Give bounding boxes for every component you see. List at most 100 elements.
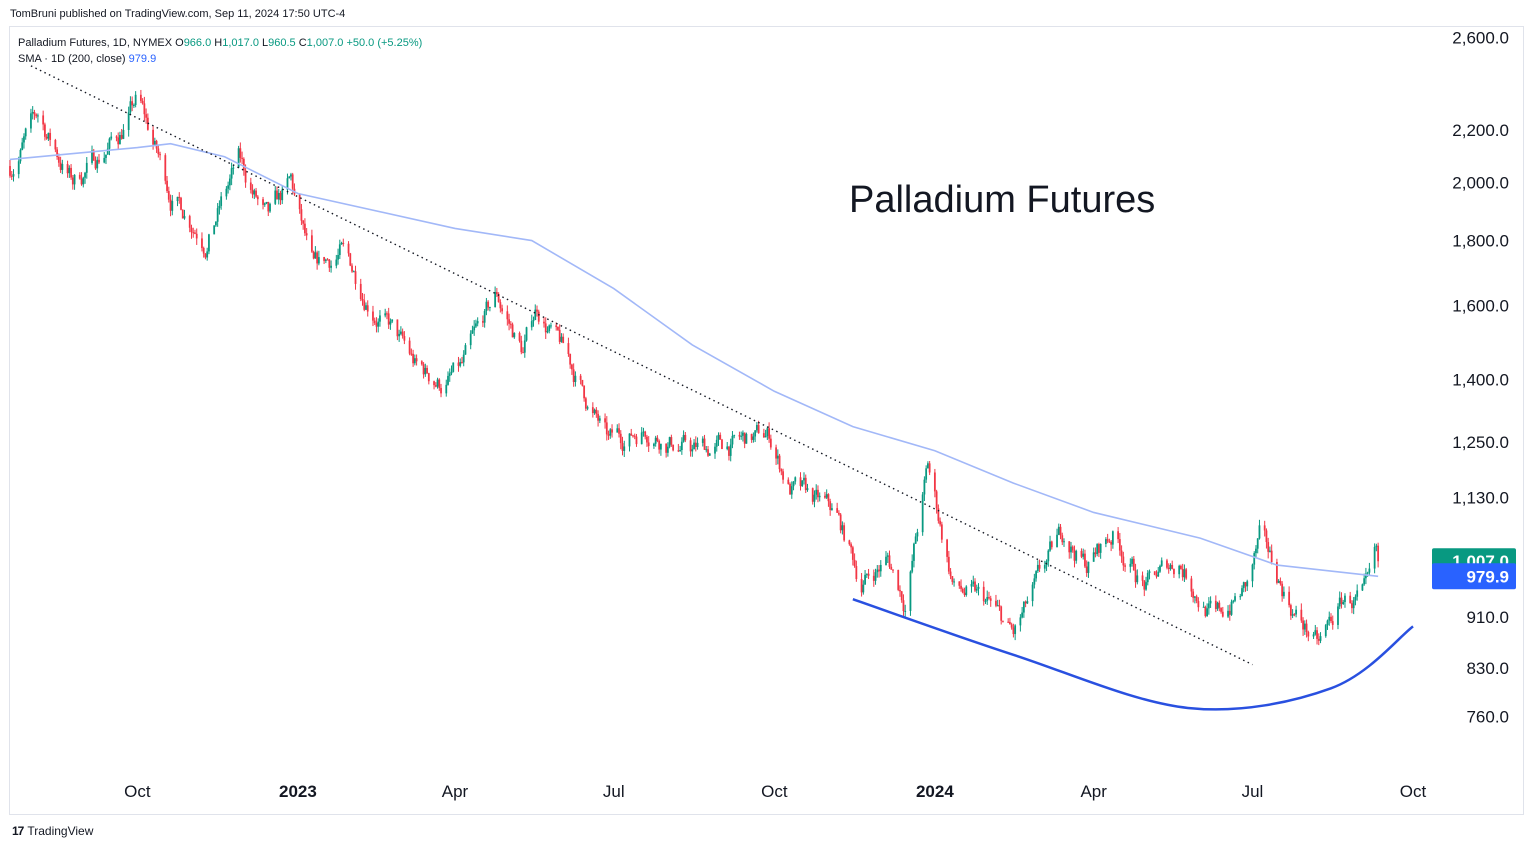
candle-body — [668, 437, 671, 447]
candle-body — [84, 172, 86, 178]
candle-body — [865, 573, 868, 575]
candle-body — [399, 331, 402, 334]
candle-body — [935, 491, 938, 509]
candle-body — [281, 189, 284, 201]
candle-body — [1207, 603, 1210, 609]
candle-body — [1134, 570, 1137, 583]
candle-body — [122, 129, 125, 139]
candle-body — [1340, 597, 1343, 605]
candle-body — [1141, 575, 1144, 581]
candle-body — [71, 177, 74, 185]
candle-body — [619, 433, 622, 444]
chart-frame[interactable] — [9, 26, 1524, 815]
candle-body — [103, 157, 106, 163]
candle-body — [427, 373, 430, 382]
candle-body — [497, 294, 500, 303]
time-tick-label: Oct — [124, 782, 151, 801]
candle-body — [188, 216, 191, 228]
sma-price-badge: 979.9 — [1466, 567, 1509, 586]
price-tick-label: 1,600.0 — [1452, 297, 1509, 316]
candle-body — [633, 435, 636, 437]
candle-body — [1136, 575, 1139, 583]
candle-body — [54, 139, 57, 150]
candle-body — [789, 483, 791, 495]
candle-body — [408, 340, 411, 354]
candle-body — [384, 313, 387, 316]
candle-body — [656, 437, 659, 441]
candle-body — [731, 435, 734, 445]
candle-body — [194, 232, 196, 234]
candle-body — [824, 495, 826, 498]
candle-body — [1305, 623, 1308, 633]
candle-body — [347, 243, 350, 254]
candle-body — [1324, 625, 1327, 637]
candle-body — [1193, 596, 1196, 598]
time-tick-label: Jul — [603, 782, 625, 801]
price-tick-label: 1,130.0 — [1452, 489, 1509, 508]
candle-body — [440, 387, 442, 394]
sma-price-badge-bg — [1432, 563, 1516, 590]
candle-body — [1307, 632, 1310, 637]
candle-body — [323, 257, 326, 261]
candle-body — [495, 292, 498, 295]
candle-body — [377, 321, 380, 327]
candle-body — [469, 333, 472, 346]
candle-body — [799, 477, 802, 487]
candle-body — [120, 135, 123, 139]
candle-body — [764, 435, 767, 438]
candle-body — [1361, 584, 1364, 591]
candle-body — [571, 364, 573, 370]
candle-body — [1185, 569, 1188, 579]
candle-body — [780, 469, 783, 472]
candle-body — [24, 128, 27, 137]
candle-body — [1303, 623, 1306, 630]
candle-body — [815, 489, 818, 495]
candle-body — [630, 433, 633, 436]
candle-body — [108, 138, 111, 149]
candle-body — [569, 353, 572, 365]
candle-body — [176, 196, 179, 202]
candle-body — [1031, 584, 1034, 602]
candle-body — [911, 560, 914, 572]
candle-body — [1000, 606, 1003, 621]
candle-body — [811, 488, 814, 502]
candle-body — [864, 574, 866, 585]
candle-body — [286, 178, 289, 190]
candle-body — [1049, 541, 1051, 551]
candle-body — [274, 190, 277, 204]
candle-body — [591, 407, 594, 414]
candle-body — [230, 168, 233, 179]
candle-body — [340, 242, 343, 245]
candle-body — [509, 323, 512, 325]
candle-body — [951, 576, 954, 582]
candle-body — [961, 588, 964, 593]
candle-body — [511, 324, 514, 338]
candle-body — [413, 358, 416, 364]
candle-body — [304, 223, 306, 234]
candle-body — [703, 438, 706, 450]
candle-body — [926, 463, 929, 469]
candle-body — [487, 301, 490, 308]
candle-body — [557, 326, 559, 330]
candle-body — [949, 571, 952, 577]
candle-body — [91, 150, 93, 163]
candle-body — [1214, 600, 1217, 609]
candle-body — [1075, 550, 1078, 561]
candle-body — [190, 227, 193, 233]
time-tick-label: Apr — [442, 782, 469, 801]
candle-body — [262, 199, 264, 205]
candle-body — [850, 544, 853, 548]
candle-body — [684, 434, 687, 441]
candle-body — [1270, 550, 1273, 563]
candle-body — [913, 543, 915, 561]
time-tick-label: Jul — [1242, 782, 1264, 801]
candle-body — [682, 434, 685, 442]
candle-body — [450, 371, 453, 374]
legend-close: 1,007.0 — [306, 37, 344, 49]
candle-body — [982, 586, 985, 602]
candle-body — [851, 547, 854, 560]
candle-body — [342, 242, 345, 244]
candle-body — [1033, 578, 1036, 585]
candle-body — [1241, 588, 1243, 597]
